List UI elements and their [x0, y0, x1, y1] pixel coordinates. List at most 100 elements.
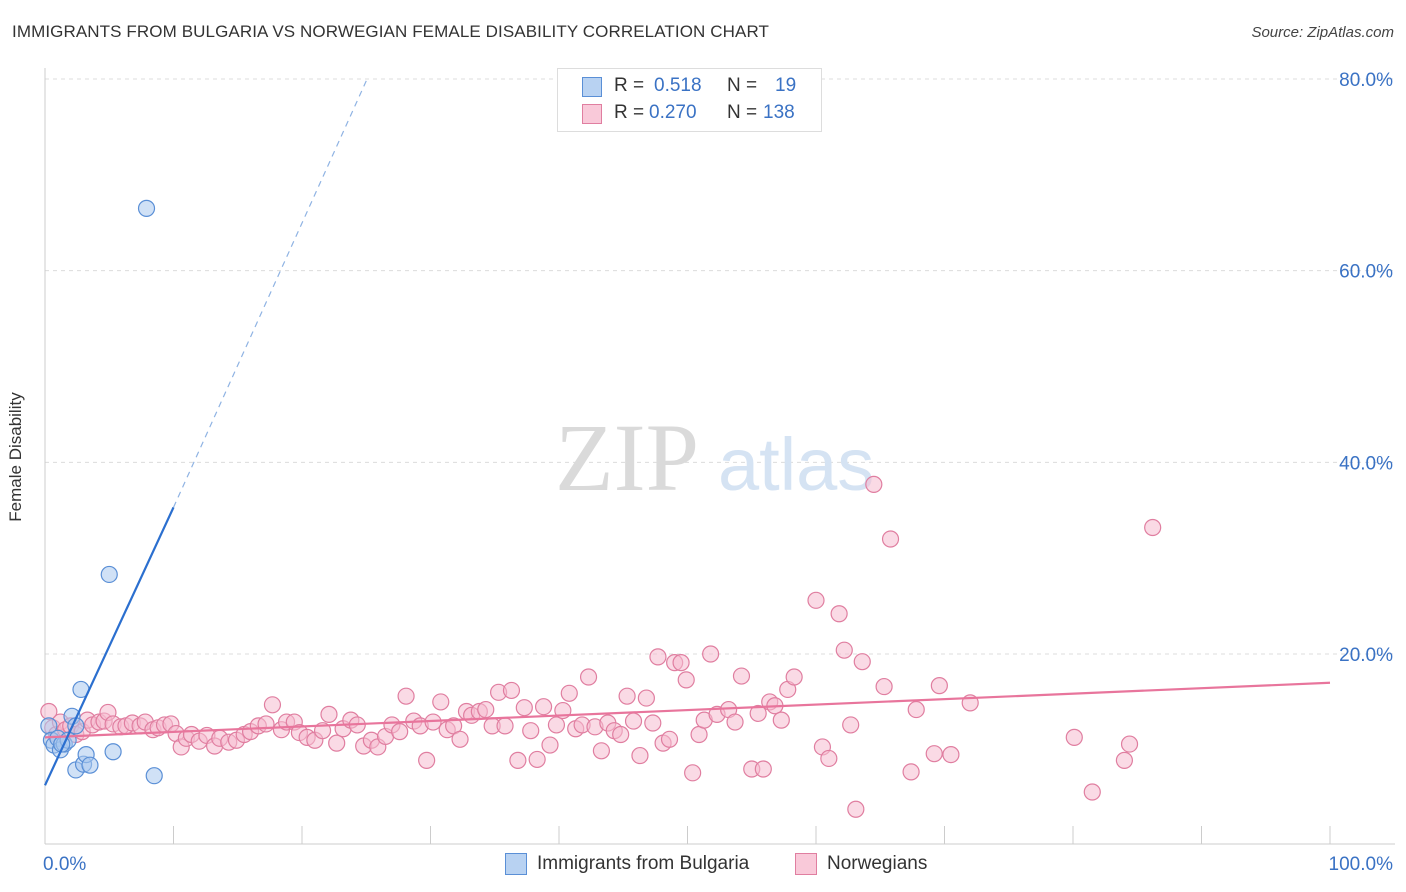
norwegians-point: [875, 677, 893, 696]
norwegians-point: [547, 716, 566, 734]
norwegians-point: [541, 736, 559, 754]
norwegians-point: [807, 591, 825, 609]
norwegians-point: [391, 723, 409, 741]
bulgaria-point: [100, 565, 118, 584]
norwegians-point: [1144, 518, 1162, 537]
bottom-legend-label: Norwegians: [827, 853, 928, 874]
norwegians-point: [522, 722, 540, 740]
bottom-legend-swatch-pink: [795, 853, 817, 875]
norwegians-point: [649, 648, 667, 666]
norwegians-point: [502, 681, 521, 700]
gridlines: [45, 78, 1395, 655]
norwegians-point: [835, 641, 853, 659]
norwegians-points: [40, 475, 1162, 818]
norwegians-point: [702, 645, 720, 663]
norwegians-point: [660, 730, 679, 748]
norwegians-point: [257, 715, 275, 733]
norwegians-point: [830, 605, 848, 623]
norwegians-point: [515, 699, 533, 717]
norwegians-point: [726, 713, 744, 731]
norwegians-point: [1120, 735, 1139, 753]
stats-legend: R = 0.518 N = 19 R = 0.270 N = 138: [557, 68, 822, 132]
tick-labels: 20.0% 40.0% 60.0% 80.0% 0.0% 100.0%: [43, 70, 1393, 875]
norwegians-point: [1065, 728, 1083, 746]
norwegians-point: [732, 667, 751, 685]
x-tick-label-min: 0.0%: [43, 854, 86, 875]
norwegians-point: [477, 700, 495, 719]
norwegians-point: [690, 725, 708, 744]
norwegians-point: [925, 745, 943, 763]
norwegians-point: [432, 693, 450, 711]
y-tick-label: 20.0%: [1339, 645, 1393, 666]
legend-r-label: R =: [614, 102, 645, 123]
norwegians-point: [631, 746, 649, 765]
legend-n-value: 19: [775, 75, 797, 96]
trend-lines: [44, 80, 1331, 786]
norwegians-point: [637, 689, 655, 707]
norwegians-point: [451, 730, 469, 748]
norwegians-point: [684, 764, 702, 782]
watermark-zip: ZIP: [555, 404, 699, 511]
watermark-atlas: atlas: [718, 423, 874, 506]
norwegians-point: [560, 684, 578, 702]
norwegians-point: [534, 698, 553, 716]
bulgaria-point: [137, 199, 156, 217]
norwegians-point: [618, 687, 636, 705]
norwegians-point: [528, 750, 546, 769]
norwegians-point: [612, 725, 630, 744]
norwegians-point: [1115, 751, 1134, 769]
legend-n-value: 138: [763, 102, 795, 123]
norwegians-point: [592, 742, 611, 760]
norwegians-point: [847, 800, 865, 818]
norwegians-point: [624, 712, 643, 730]
legend-n-label: N =: [727, 75, 758, 96]
norwegians-point: [328, 734, 346, 752]
norwegians-point: [644, 714, 662, 732]
norwegians-point: [677, 671, 695, 689]
norwegians-point: [496, 717, 514, 735]
legend-r-value: 0.518: [654, 75, 702, 96]
bulgaria-trend-line: [44, 506, 175, 786]
norwegians-point: [772, 711, 790, 729]
bulgaria-point: [145, 767, 163, 785]
norwegians-point: [930, 677, 948, 695]
norwegians-point: [902, 763, 920, 781]
bottom-legend-swatch-blue: [505, 853, 527, 875]
y-tick-label: 40.0%: [1339, 453, 1393, 474]
bulgaria-point: [81, 756, 99, 774]
norwegians-point: [754, 760, 772, 778]
source-label: Source: ZipAtlas.com: [1251, 24, 1394, 41]
norwegians-trend-line: [44, 681, 1331, 739]
chart-title: IMMIGRANTS FROM BULGARIA VS NORWEGIAN FE…: [12, 22, 769, 41]
legend-n-label: N =: [727, 102, 758, 123]
norwegians-point: [881, 530, 900, 548]
norwegians-point: [509, 751, 527, 769]
bulgaria-points: [40, 199, 163, 785]
norwegians-point: [907, 700, 925, 719]
norwegians-point: [785, 668, 803, 686]
norwegians-point: [579, 668, 598, 686]
norwegians-point: [853, 653, 871, 671]
norwegians-point: [942, 746, 960, 764]
bottom-legend-label: Immigrants from Bulgaria: [537, 853, 750, 874]
legend-swatch-blue: [582, 77, 602, 97]
y-tick-label: 60.0%: [1339, 262, 1393, 283]
norwegians-point: [820, 749, 838, 768]
norwegians-point: [672, 654, 690, 672]
norwegians-point: [320, 705, 338, 723]
watermark: ZIP atlas: [555, 404, 874, 511]
legend-r-label: R =: [614, 75, 645, 96]
legend-swatch-pink: [582, 104, 602, 124]
y-tick-label: 80.0%: [1339, 70, 1393, 91]
norwegians-point: [1083, 783, 1101, 801]
norwegians-point: [397, 687, 415, 705]
norwegians-point: [418, 751, 436, 769]
norwegians-point: [842, 716, 860, 734]
norwegians-point: [749, 704, 767, 723]
norwegians-point: [263, 696, 282, 714]
bulgaria-point: [104, 743, 122, 761]
legend-r-value: 0.270: [649, 102, 697, 123]
norwegians-point: [865, 475, 883, 493]
x-tick-label-max: 100.0%: [1329, 854, 1394, 875]
